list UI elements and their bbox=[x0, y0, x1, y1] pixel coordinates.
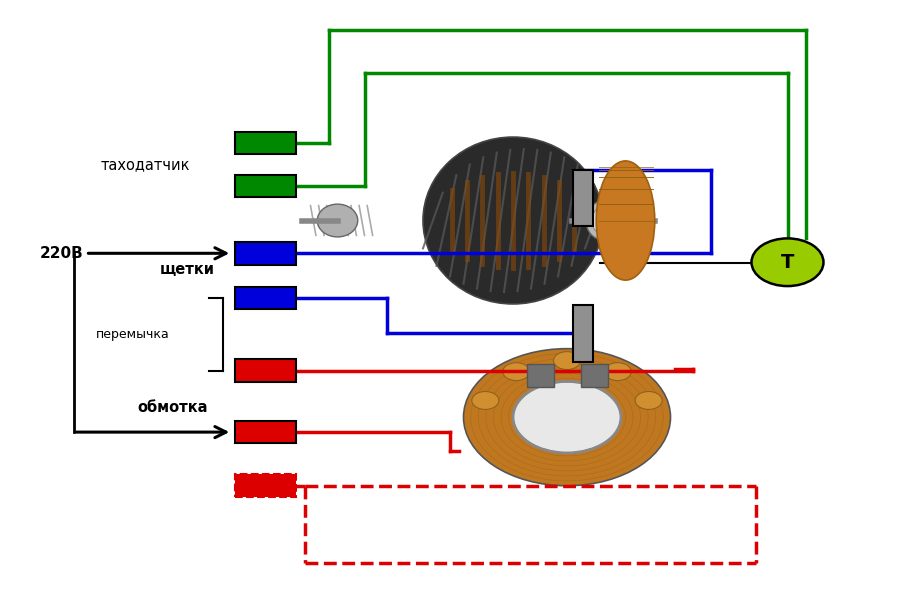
FancyBboxPatch shape bbox=[580, 364, 608, 387]
Circle shape bbox=[472, 392, 499, 409]
Text: таходатчик: таходатчик bbox=[101, 157, 191, 172]
Text: перемычка: перемычка bbox=[96, 328, 170, 342]
FancyBboxPatch shape bbox=[235, 175, 296, 197]
Circle shape bbox=[464, 349, 670, 486]
Circle shape bbox=[446, 337, 688, 498]
FancyBboxPatch shape bbox=[235, 421, 296, 443]
Text: обмотка: обмотка bbox=[138, 400, 208, 415]
Text: щетки: щетки bbox=[159, 262, 215, 277]
Circle shape bbox=[554, 352, 580, 370]
Circle shape bbox=[503, 363, 530, 381]
Circle shape bbox=[604, 363, 631, 381]
FancyBboxPatch shape bbox=[573, 305, 593, 362]
Ellipse shape bbox=[423, 137, 603, 304]
Ellipse shape bbox=[586, 201, 620, 240]
FancyBboxPatch shape bbox=[235, 242, 296, 265]
Text: T: T bbox=[781, 253, 794, 272]
Text: 220В: 220В bbox=[40, 246, 84, 261]
FancyBboxPatch shape bbox=[235, 287, 296, 309]
FancyBboxPatch shape bbox=[235, 132, 296, 154]
Circle shape bbox=[513, 381, 621, 453]
Ellipse shape bbox=[592, 207, 614, 234]
FancyBboxPatch shape bbox=[297, 107, 585, 328]
FancyBboxPatch shape bbox=[235, 474, 296, 497]
FancyBboxPatch shape bbox=[573, 170, 593, 226]
FancyBboxPatch shape bbox=[526, 364, 554, 387]
FancyBboxPatch shape bbox=[235, 359, 296, 382]
Ellipse shape bbox=[317, 204, 358, 237]
Circle shape bbox=[752, 238, 824, 286]
Circle shape bbox=[635, 392, 662, 409]
Ellipse shape bbox=[596, 161, 655, 280]
